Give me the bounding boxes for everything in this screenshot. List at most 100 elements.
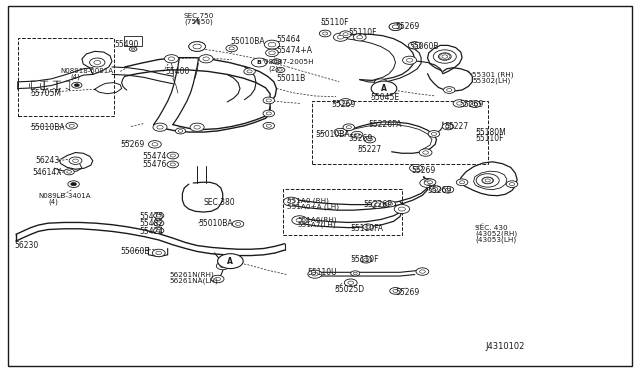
Text: 55110F: 55110F bbox=[475, 134, 504, 143]
Text: (4): (4) bbox=[70, 74, 80, 80]
Text: 55011B: 55011B bbox=[276, 74, 306, 83]
Text: 55025D: 55025D bbox=[334, 285, 364, 294]
Circle shape bbox=[232, 221, 244, 227]
Circle shape bbox=[266, 124, 271, 127]
Circle shape bbox=[339, 99, 352, 106]
Circle shape bbox=[247, 70, 252, 73]
Bar bbox=[18, 38, 114, 116]
Text: 55180M: 55180M bbox=[475, 128, 506, 137]
Circle shape bbox=[428, 181, 433, 184]
Circle shape bbox=[275, 60, 278, 62]
Circle shape bbox=[308, 270, 322, 278]
Circle shape bbox=[438, 53, 451, 60]
Circle shape bbox=[72, 82, 82, 88]
Text: 55269: 55269 bbox=[411, 166, 435, 175]
Circle shape bbox=[378, 81, 383, 84]
Text: (43052(RH): (43052(RH) bbox=[475, 230, 517, 237]
Text: B: B bbox=[257, 60, 262, 65]
Circle shape bbox=[363, 224, 373, 230]
Circle shape bbox=[410, 164, 422, 172]
Text: 55010BA: 55010BA bbox=[198, 219, 233, 228]
Circle shape bbox=[284, 197, 299, 206]
Circle shape bbox=[365, 225, 371, 228]
Text: (4): (4) bbox=[48, 198, 58, 205]
Circle shape bbox=[393, 289, 398, 292]
Circle shape bbox=[154, 213, 164, 219]
Circle shape bbox=[360, 256, 372, 263]
Circle shape bbox=[485, 179, 490, 182]
Circle shape bbox=[423, 151, 429, 154]
Circle shape bbox=[296, 218, 303, 222]
Circle shape bbox=[269, 51, 275, 55]
Circle shape bbox=[292, 216, 307, 225]
Circle shape bbox=[264, 40, 280, 49]
Circle shape bbox=[74, 84, 79, 87]
Circle shape bbox=[266, 99, 271, 102]
Circle shape bbox=[164, 55, 179, 63]
Circle shape bbox=[419, 149, 432, 156]
Circle shape bbox=[170, 163, 175, 166]
Circle shape bbox=[355, 133, 360, 136]
Circle shape bbox=[178, 129, 183, 132]
Circle shape bbox=[375, 203, 380, 206]
Circle shape bbox=[211, 275, 224, 283]
Circle shape bbox=[389, 23, 402, 31]
Circle shape bbox=[367, 138, 372, 141]
Circle shape bbox=[371, 81, 397, 96]
Circle shape bbox=[506, 181, 518, 187]
Circle shape bbox=[312, 272, 318, 276]
Text: 55060B: 55060B bbox=[120, 247, 150, 256]
Text: 551A7(LH): 551A7(LH) bbox=[298, 222, 336, 228]
Circle shape bbox=[429, 186, 441, 192]
Circle shape bbox=[64, 169, 74, 175]
Circle shape bbox=[440, 54, 450, 60]
Text: 56230: 56230 bbox=[14, 241, 38, 250]
Text: 55226PA: 55226PA bbox=[368, 120, 401, 129]
Text: J4310102: J4310102 bbox=[485, 342, 525, 351]
Circle shape bbox=[215, 278, 220, 281]
Circle shape bbox=[420, 179, 435, 187]
Circle shape bbox=[392, 25, 399, 29]
Text: 55269: 55269 bbox=[120, 140, 145, 149]
Circle shape bbox=[252, 58, 267, 67]
Circle shape bbox=[393, 25, 398, 29]
Circle shape bbox=[412, 44, 418, 47]
Circle shape bbox=[156, 251, 161, 255]
Circle shape bbox=[394, 205, 410, 214]
Circle shape bbox=[94, 61, 100, 64]
Circle shape bbox=[457, 102, 463, 105]
Circle shape bbox=[343, 124, 355, 131]
Text: 55110F: 55110F bbox=[320, 18, 349, 27]
Circle shape bbox=[193, 44, 201, 49]
Text: 551A0+A (LH): 551A0+A (LH) bbox=[287, 203, 339, 210]
Circle shape bbox=[420, 270, 426, 273]
Circle shape bbox=[483, 177, 493, 183]
Circle shape bbox=[194, 125, 200, 129]
Circle shape bbox=[340, 31, 351, 38]
Circle shape bbox=[351, 131, 363, 138]
Circle shape bbox=[199, 55, 213, 63]
Circle shape bbox=[90, 58, 105, 67]
Text: ³08087-2005H: ³08087-2005H bbox=[261, 59, 314, 65]
Text: 55474+A: 55474+A bbox=[276, 46, 312, 55]
Text: (43053(LH): (43053(LH) bbox=[475, 236, 516, 243]
Circle shape bbox=[453, 100, 466, 107]
Text: 55482: 55482 bbox=[140, 219, 164, 228]
Circle shape bbox=[168, 57, 175, 61]
Circle shape bbox=[131, 48, 135, 50]
Text: 55474: 55474 bbox=[142, 152, 166, 161]
Text: SEC. 430: SEC. 430 bbox=[475, 225, 508, 231]
Circle shape bbox=[399, 207, 405, 211]
Text: N089LB-3401A: N089LB-3401A bbox=[38, 193, 91, 199]
Circle shape bbox=[157, 125, 163, 129]
Circle shape bbox=[357, 36, 363, 39]
Text: (75650): (75650) bbox=[184, 18, 212, 25]
Text: 55400: 55400 bbox=[165, 67, 189, 76]
Circle shape bbox=[263, 97, 275, 104]
Circle shape bbox=[73, 159, 78, 163]
Text: 55110F: 55110F bbox=[351, 255, 380, 264]
Circle shape bbox=[152, 249, 165, 257]
Circle shape bbox=[66, 122, 77, 129]
Circle shape bbox=[337, 35, 344, 39]
Text: 55227: 55227 bbox=[445, 122, 469, 131]
